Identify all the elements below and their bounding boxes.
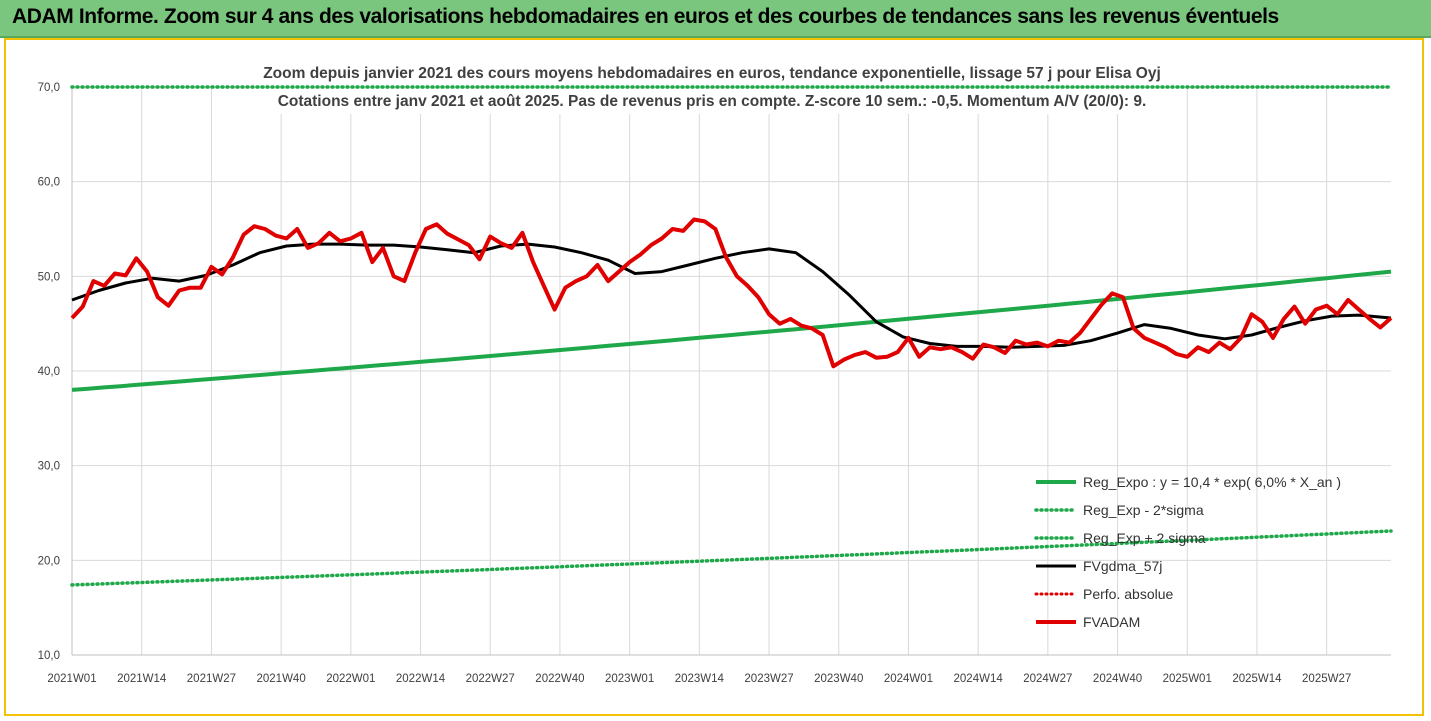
x-tick-label: 2024W14 [954, 673, 1004, 685]
y-tick-label: 40,0 [38, 366, 60, 378]
x-tick-label: 2024W01 [884, 673, 933, 685]
x-tick-label: 2025W14 [1232, 673, 1282, 685]
y-tick-label: 10,0 [38, 650, 60, 662]
x-tick-label: 2022W40 [535, 673, 584, 685]
legend-label: FVgdma_57j [1083, 558, 1162, 574]
series-line-5 [70, 217, 1393, 369]
chart-frame [4, 38, 1424, 716]
series-layer [70, 85, 1393, 587]
y-tick-label: 50,0 [38, 271, 60, 283]
chart-title: Zoom depuis janvier 2021 des cours moyen… [263, 65, 1161, 82]
series-line-0 [71, 269, 1392, 392]
x-tick-label: 2024W40 [1093, 673, 1142, 685]
y-tick-label: 20,0 [38, 555, 60, 567]
series-line-3 [71, 242, 1392, 349]
x-tick-label: 2021W40 [256, 673, 305, 685]
x-tick-label: 2021W27 [187, 673, 236, 685]
grid [71, 86, 1391, 655]
x-tick-label: 2022W27 [466, 673, 515, 685]
x-tick-label: 2021W14 [117, 673, 167, 685]
series-line-1 [70, 529, 1393, 587]
x-tick-label: 2021W01 [47, 673, 96, 685]
chart-subtitle: Cotations entre janv 2021 et août 2025. … [278, 93, 1147, 110]
x-tick-label: 2023W40 [814, 673, 863, 685]
y-tick-label: 60,0 [38, 177, 60, 189]
legend-label: Reg_Exp + 2 sigma [1083, 530, 1206, 546]
x-tick-label: 2025W01 [1163, 673, 1212, 685]
x-tick-label: 2022W14 [396, 673, 446, 685]
x-tick-label: 2023W01 [605, 673, 654, 685]
legend: Reg_Expo : y = 10,4 * exp( 6,0% * X_an )… [1034, 474, 1341, 630]
legend-label: FVADAM [1083, 614, 1140, 630]
x-axis: 2021W01 2021W14 2021W27 2021W40 2022W01 2022W… [47, 654, 1391, 685]
x-tick-label: 2023W14 [675, 673, 725, 685]
y-tick-label: 70,0 [38, 82, 60, 94]
legend-label: Reg_Exp - 2*sigma [1083, 502, 1204, 518]
y-axis: 10,0 20,0 30,0 40,0 50,0 60,0 70,0 [38, 82, 73, 662]
report-title: ADAM Informe. Zoom sur 4 ans des valoris… [12, 5, 1279, 28]
x-tick-label: 2022W01 [326, 673, 375, 685]
legend-label: Reg_Expo : y = 10,4 * exp( 6,0% * X_an ) [1083, 474, 1341, 490]
x-tick-label: 2024W27 [1023, 673, 1072, 685]
x-tick-label: 2025W27 [1302, 673, 1351, 685]
y-tick-label: 30,0 [38, 461, 60, 473]
legend-label: Perfo. absolue [1083, 586, 1173, 602]
x-tick-label: 2023W27 [744, 673, 793, 685]
report-banner: ADAM Informe. Zoom sur 4 ans des valoris… [0, 0, 1431, 38]
